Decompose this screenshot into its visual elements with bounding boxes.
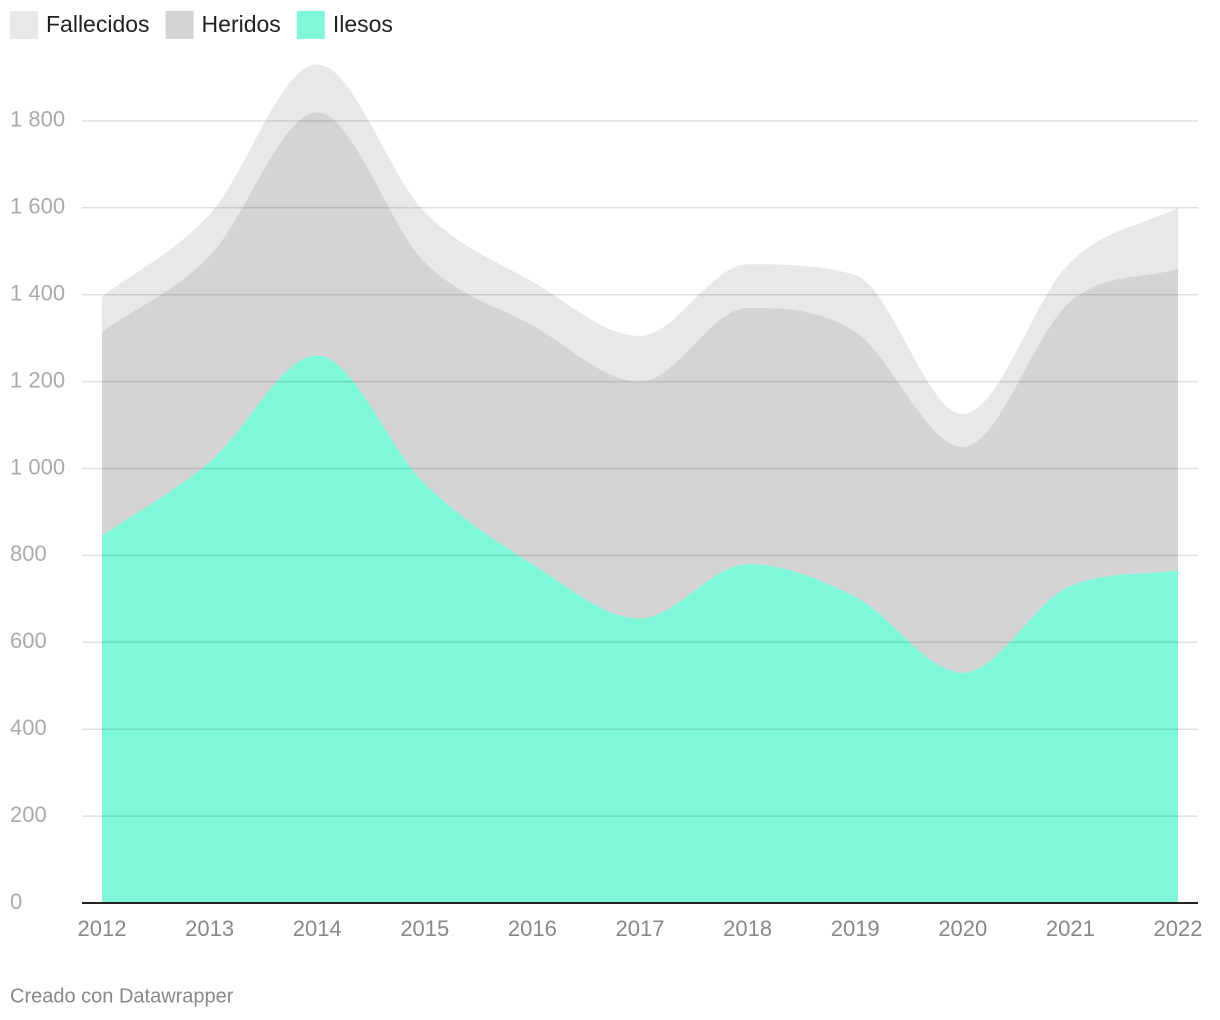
y-tick-label: 400	[10, 715, 47, 740]
x-tick-label: 2018	[723, 916, 772, 941]
x-tick-label: 2014	[293, 916, 342, 941]
x-tick-label: 2015	[400, 916, 449, 941]
area	[102, 355, 1178, 903]
x-tick-label: 2016	[508, 916, 557, 941]
y-tick-label: 0	[10, 889, 22, 914]
area	[102, 64, 1178, 447]
x-tick-label: 2020	[938, 916, 987, 941]
y-tick-label: 1 600	[10, 194, 65, 219]
x-tick-label: 2013	[185, 916, 234, 941]
y-tick-label: 1 800	[10, 107, 65, 132]
x-tick-label: 2017	[616, 916, 665, 941]
x-tick-label: 2021	[1046, 916, 1095, 941]
legend-label: Ilesos	[333, 11, 393, 37]
area	[102, 112, 1178, 673]
legend-swatch	[10, 11, 38, 39]
y-tick-label: 1 400	[10, 281, 65, 306]
x-tick-label: 2022	[1154, 916, 1203, 941]
x-tick-label: 2019	[831, 916, 880, 941]
y-tick-label: 800	[10, 541, 47, 566]
footer: Creado con Datawrapper	[10, 985, 234, 1007]
y-tick-label: 600	[10, 628, 47, 653]
legend-label: Fallecidos	[46, 11, 150, 37]
y-tick-label: 200	[10, 802, 47, 827]
legend-label: Heridos	[202, 11, 281, 37]
legend-swatch	[165, 11, 194, 39]
x-tick-label: 2012	[78, 916, 127, 941]
legend-swatch	[296, 11, 325, 39]
y-tick-label: 1 000	[10, 454, 65, 479]
y-tick-label: 1 200	[10, 367, 65, 392]
